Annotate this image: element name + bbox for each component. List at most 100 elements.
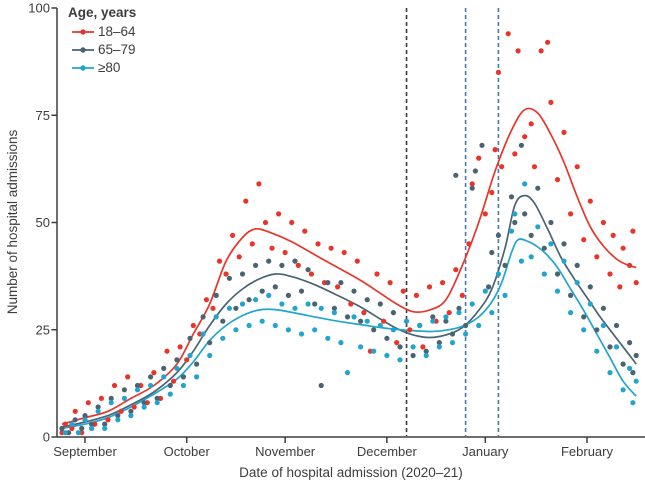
data-point [489,249,495,256]
data-point [426,284,433,290]
data-point [371,348,377,354]
data-point [446,310,452,316]
data-point [164,348,170,354]
data-point [131,404,137,410]
data-point [285,292,291,298]
data-point [607,271,613,277]
data-point [253,262,259,268]
data-point [89,425,95,431]
data-point [180,374,186,380]
data-point [292,305,298,311]
data-point [341,249,347,256]
data-point [335,284,341,290]
data-point [394,340,400,346]
data-point [377,322,383,329]
data-point [413,292,419,298]
data-point [587,301,593,307]
data-point [115,417,121,423]
data-point [154,395,160,401]
data-point [627,340,633,346]
data-point [482,288,488,294]
data-point [272,322,278,329]
data-point [620,245,626,251]
data-point [449,331,456,337]
data-point [312,327,318,333]
data-point [545,39,551,45]
data-point [469,181,475,187]
data-point [102,421,108,427]
data-point [541,271,547,277]
data-point [508,228,515,234]
data-point [331,305,337,311]
data-point [482,211,488,217]
data-point [95,404,101,410]
data-point [508,194,515,200]
data-point [610,232,616,238]
data-point [259,288,265,294]
data-point [535,185,541,191]
data-point [331,310,337,316]
data-point [295,262,301,268]
data-point [384,352,390,359]
data-point [561,129,567,135]
data-point [554,288,561,294]
data-point [213,292,219,298]
y-tick-label: 100 [28,1,50,16]
y-tick-label: 0 [43,430,50,445]
data-point [128,408,134,414]
data-point [489,310,495,316]
data-point [72,408,78,414]
data-point [207,352,213,359]
data-point [338,280,344,286]
data-point [364,318,370,324]
data-point [358,318,364,324]
legend-label-65-79: 65–79 [98,42,136,57]
data-point [403,318,410,324]
data-point [407,327,413,333]
data-point [276,211,282,217]
y-tick-label: 25 [36,322,50,337]
data-point [62,430,68,436]
data-point [361,310,367,316]
data-point [443,314,449,320]
data-point [69,421,75,427]
data-point [600,219,607,226]
data-point [430,318,436,324]
data-point [210,305,216,311]
data-point [239,271,246,277]
data-point [420,344,426,350]
data-point [581,314,587,320]
data-point [315,241,321,247]
data-point [476,322,482,329]
data-point [574,262,580,268]
data-point [312,301,318,307]
data-point [456,310,462,316]
data-point [528,121,534,127]
data-point [495,271,501,277]
data-point [266,258,272,264]
data-point [102,425,108,431]
scatter-series-18–64 [59,31,639,436]
data-point [89,421,95,427]
data-point [453,172,459,178]
data-point [200,331,206,337]
data-point [325,280,331,286]
data-point [141,404,147,410]
data-point [561,258,567,264]
data-point [308,271,314,277]
data-point [82,417,88,423]
data-point [630,400,636,406]
data-point [417,322,423,329]
legend-dot-65-79 [80,47,86,53]
data-point [220,318,226,324]
data-point [161,365,167,371]
data-point [554,271,561,277]
data-point [187,335,193,341]
data-point [246,297,252,303]
x-tick-label-september: September [53,444,117,459]
data-point [292,258,298,264]
data-point [259,318,265,324]
data-point [620,387,626,393]
